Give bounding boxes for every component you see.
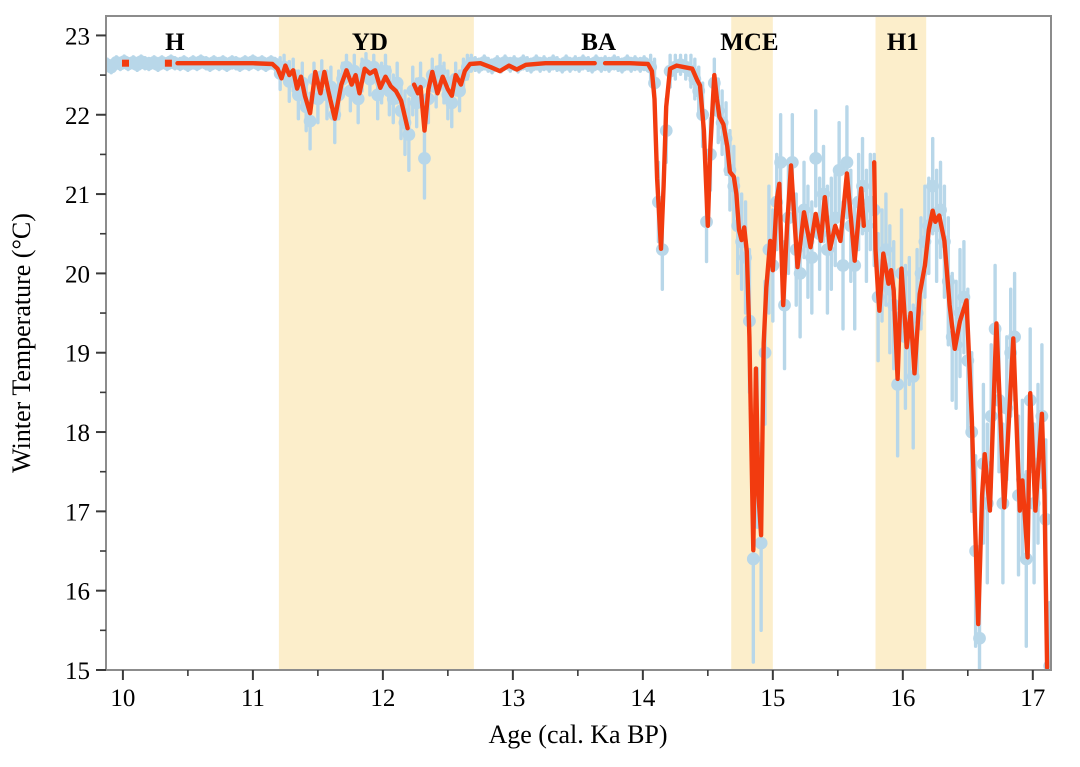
scatter-point xyxy=(445,96,459,110)
scatter-point xyxy=(840,155,854,169)
x-axis-title: Age (cal. Ka BP) xyxy=(488,720,667,749)
scatter-point xyxy=(832,163,846,177)
scatter-point xyxy=(746,552,760,566)
scatter-point xyxy=(402,128,416,141)
y-tick-label: 21 xyxy=(65,182,90,209)
scatter-point xyxy=(809,151,823,165)
scatter-point xyxy=(754,536,768,550)
x-tick-label: 12 xyxy=(370,685,395,712)
y-tick-label: 16 xyxy=(65,579,90,606)
scatter-point xyxy=(926,179,940,193)
trend-line-segment xyxy=(411,61,597,133)
period-label-BA: BA xyxy=(581,29,616,56)
x-tick-label: 16 xyxy=(890,685,915,712)
scatter-point xyxy=(351,92,365,106)
x-tick-label: 15 xyxy=(760,685,785,712)
scatter-point xyxy=(848,259,862,272)
y-tick-label: 22 xyxy=(65,103,90,130)
y-tick-label: 15 xyxy=(65,658,90,685)
y-tick-label: 18 xyxy=(65,420,90,447)
x-tick-label: 17 xyxy=(1020,685,1045,712)
line-point-marker xyxy=(164,59,172,67)
scatter-point xyxy=(891,378,905,391)
period-label-YD: YD xyxy=(352,29,388,56)
scatter-point xyxy=(371,88,385,102)
x-tick-label: 14 xyxy=(630,685,656,712)
scatter-point xyxy=(303,114,317,128)
scatter-point xyxy=(433,64,447,78)
line-point-marker xyxy=(121,59,129,67)
scatter-point xyxy=(836,259,850,272)
scatter-point xyxy=(973,631,986,645)
y-tick-label: 17 xyxy=(65,499,90,526)
trend-line-segment xyxy=(872,160,1050,670)
trend-line-segment xyxy=(602,61,866,553)
period-label-H: H xyxy=(165,29,185,56)
scatter-point xyxy=(414,76,427,90)
scatter-point xyxy=(291,88,305,102)
scatter-point xyxy=(797,203,811,217)
scatter-point xyxy=(363,72,377,86)
x-tick-label: 13 xyxy=(500,685,525,712)
scatter-point xyxy=(793,266,807,280)
data-layer xyxy=(106,51,1051,670)
period-label-H1: H1 xyxy=(887,29,919,56)
scatter-point xyxy=(828,211,842,225)
y-tick-label: 23 xyxy=(65,23,90,50)
scatter-point xyxy=(343,84,357,98)
scatter-point xyxy=(418,151,431,165)
scatter-point xyxy=(379,64,392,78)
x-tick-label: 11 xyxy=(241,685,265,712)
y-tick-label: 20 xyxy=(65,261,90,288)
scatter-point xyxy=(453,84,466,98)
y-tick-label: 19 xyxy=(65,341,90,368)
scatter-point xyxy=(934,203,947,217)
x-tick-label: 10 xyxy=(110,685,135,712)
y-axis-title: Winter Temperature (°C) xyxy=(7,213,36,473)
scatter-point xyxy=(774,155,788,169)
trend-line-segment xyxy=(175,61,410,131)
period-label-MCE: MCE xyxy=(720,29,778,56)
scatter-point xyxy=(805,251,819,264)
